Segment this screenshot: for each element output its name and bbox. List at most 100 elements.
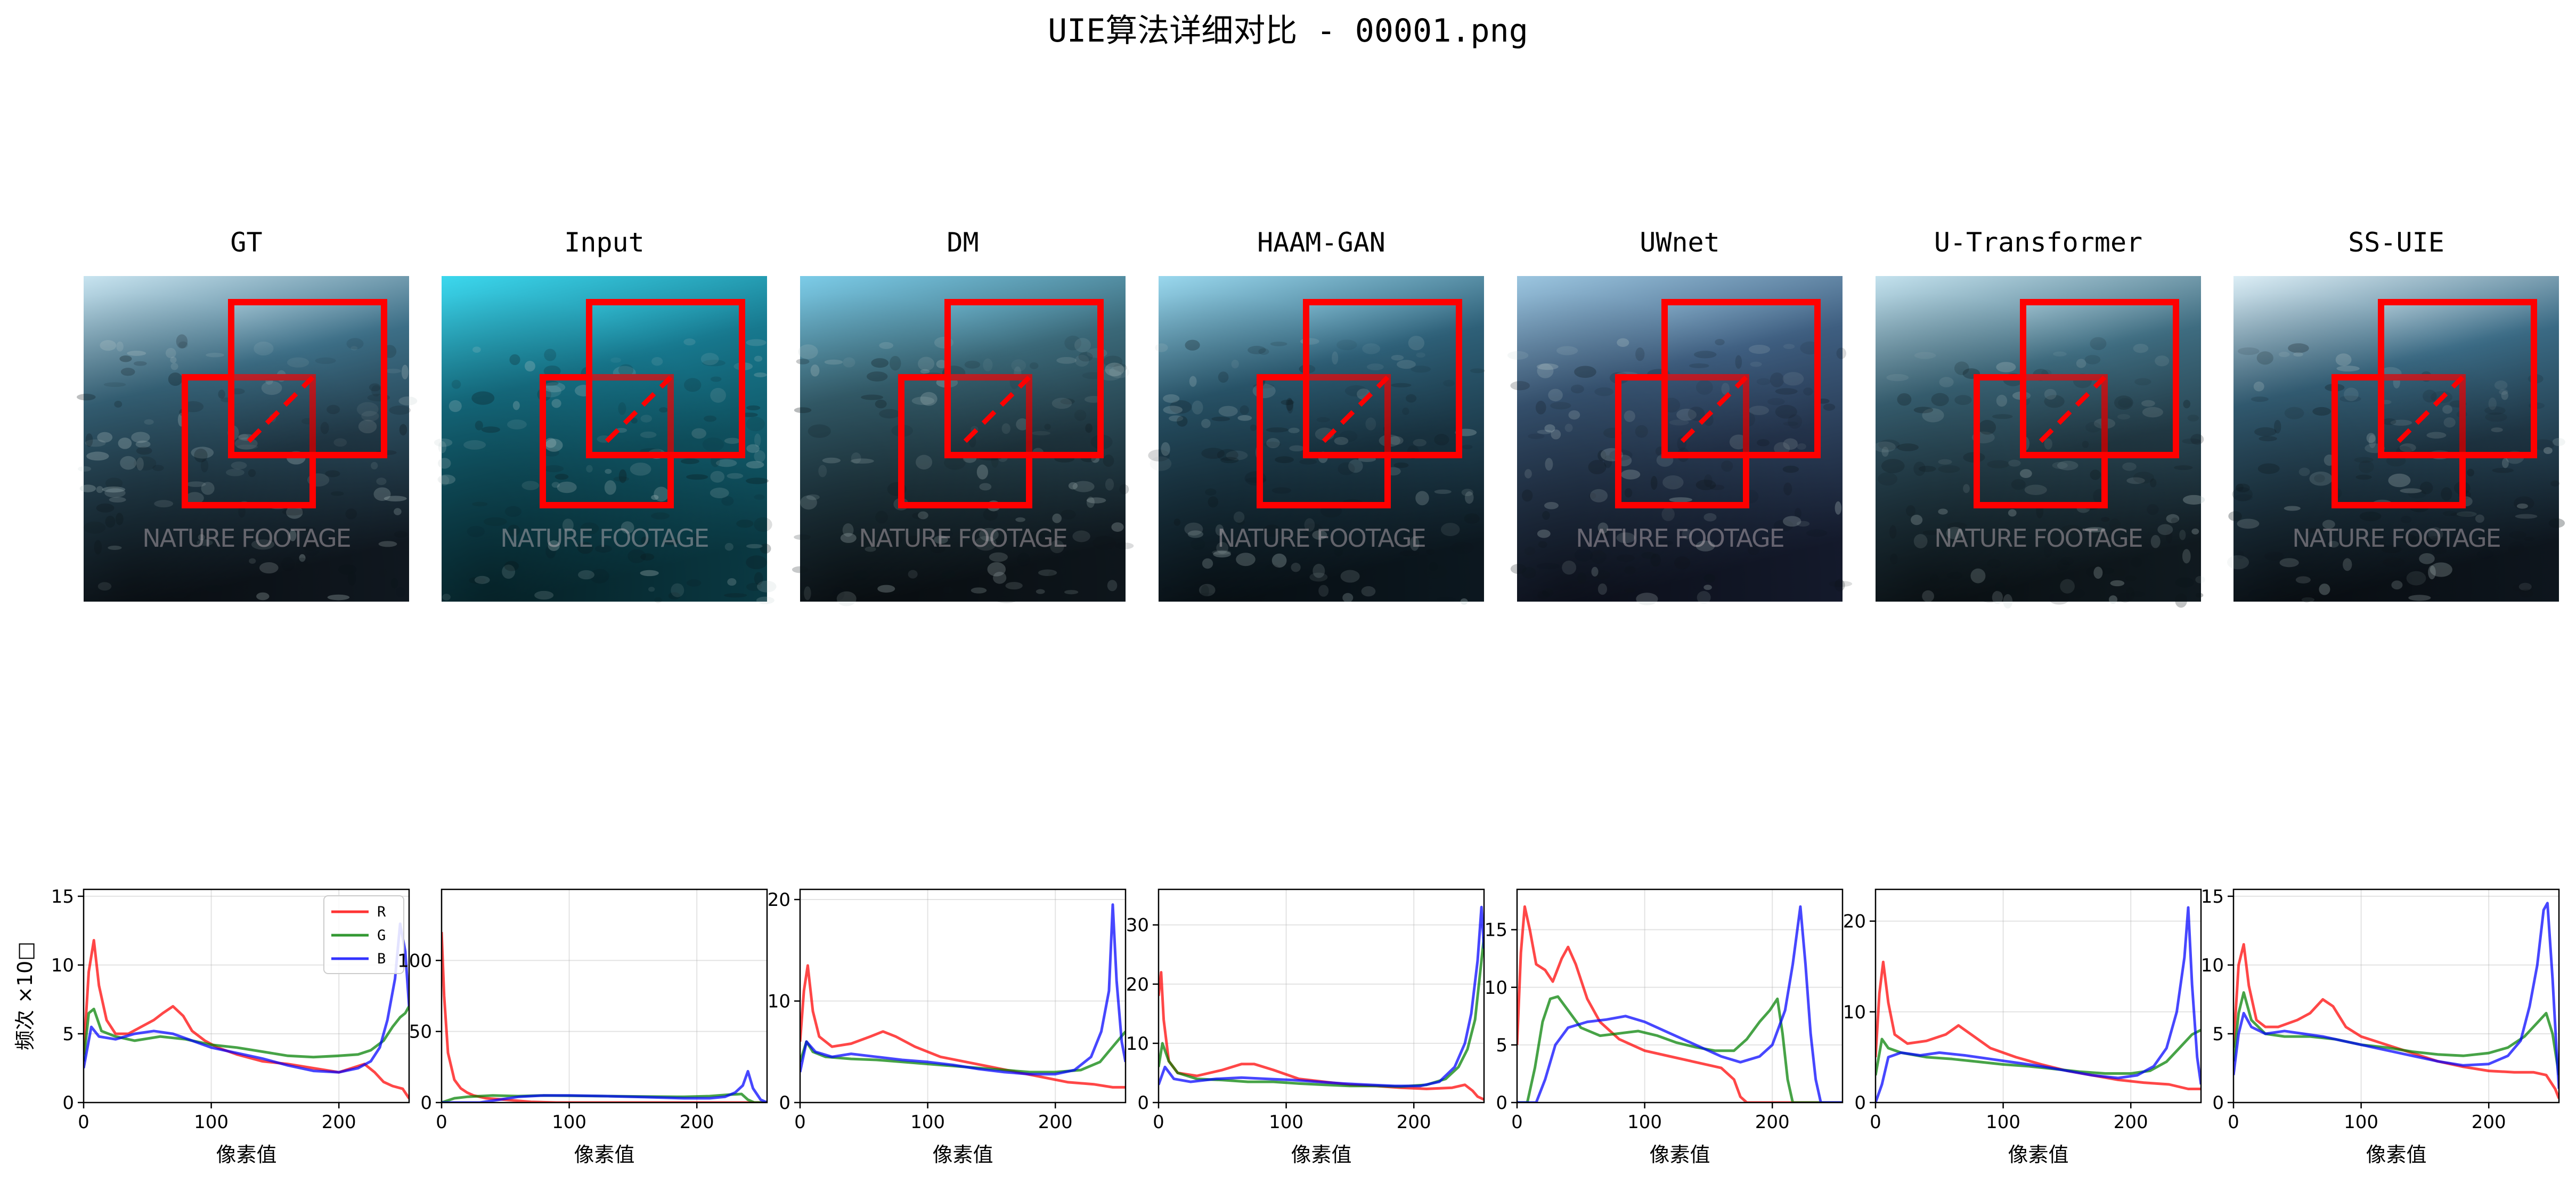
texture-spot bbox=[201, 482, 215, 495]
zoom-inset-fill bbox=[948, 302, 1100, 455]
image-panel-dm: DM NATURE FOOTAGE bbox=[792, 227, 1134, 606]
texture-spot bbox=[911, 396, 935, 405]
texture-spot bbox=[918, 356, 935, 371]
texture-spot bbox=[507, 419, 527, 430]
texture-spot bbox=[1299, 459, 1317, 465]
texture-spot bbox=[640, 570, 659, 577]
y-tick-label: 30 bbox=[1126, 915, 1149, 936]
texture-spot bbox=[1992, 414, 2013, 419]
texture-spot bbox=[79, 484, 96, 492]
image-row: GT NATURE FOOTAGE Input NATURE FOOTAGE DM NAT… bbox=[76, 227, 2565, 609]
texture-spot bbox=[83, 521, 106, 534]
texture-spot bbox=[794, 534, 811, 540]
x-tick-label: 200 bbox=[1397, 1112, 1431, 1133]
texture-spot bbox=[1922, 408, 1944, 423]
texture-spot bbox=[1185, 339, 1200, 351]
texture-spot bbox=[723, 593, 747, 598]
texture-spot bbox=[1231, 360, 1239, 369]
texture-spot bbox=[932, 529, 953, 539]
texture-spot bbox=[2441, 487, 2452, 501]
texture-spot bbox=[136, 447, 152, 455]
texture-spot bbox=[727, 578, 737, 586]
texture-spot bbox=[2147, 504, 2159, 515]
texture-spot bbox=[281, 557, 295, 571]
texture-spot bbox=[2257, 463, 2280, 474]
watermark-text: NATURE FOOTAGE bbox=[859, 524, 1067, 553]
texture-spot bbox=[2093, 567, 2114, 574]
texture-spot bbox=[2284, 407, 2304, 419]
texture-spot bbox=[2430, 562, 2452, 577]
texture-spot bbox=[822, 457, 841, 464]
texture-spot bbox=[86, 451, 109, 461]
texture-spot bbox=[906, 535, 922, 548]
texture-spot bbox=[1270, 342, 1287, 346]
texture-spot bbox=[1996, 362, 2016, 372]
zoom-inset-fill bbox=[1306, 302, 1459, 455]
texture-spot bbox=[1897, 393, 1912, 406]
texture-spot bbox=[1594, 387, 1614, 396]
series-group bbox=[84, 922, 409, 1099]
texture-spot bbox=[2391, 580, 2403, 590]
texture-spot bbox=[1461, 489, 1473, 497]
texture-spot bbox=[1548, 388, 1563, 402]
texture-spot bbox=[1005, 582, 1023, 590]
texture-spot bbox=[760, 544, 771, 554]
texture-spot bbox=[1212, 550, 1231, 555]
x-tick-label: 200 bbox=[322, 1112, 356, 1133]
series-line-r bbox=[1876, 960, 2201, 1090]
panel-title: UWnet bbox=[1640, 227, 1720, 258]
image-panel-uwnet: UWnet NATURE FOOTAGE bbox=[1507, 227, 1853, 605]
texture-spot bbox=[2408, 489, 2426, 499]
texture-spot bbox=[1119, 484, 1129, 495]
texture-spot bbox=[104, 488, 126, 498]
texture-spot bbox=[2278, 579, 2300, 593]
texture-spot bbox=[2543, 447, 2553, 455]
texture-spot bbox=[1588, 492, 1596, 499]
y-tick-label: 15 bbox=[51, 886, 74, 907]
texture-spot bbox=[2419, 553, 2435, 564]
texture-spot bbox=[1450, 541, 1474, 554]
texture-spot bbox=[2166, 514, 2180, 523]
axes-frame bbox=[799, 888, 1127, 1104]
texture-spot bbox=[135, 440, 151, 448]
texture-spot bbox=[1052, 513, 1062, 523]
texture-spot bbox=[804, 586, 811, 601]
histogram-gt: 0 100 200 0 5 10 15 像素值 频次 ×10□ RGB bbox=[13, 886, 410, 1166]
texture-spot bbox=[1440, 523, 1460, 537]
texture-spot bbox=[2328, 541, 2339, 548]
texture-spot bbox=[103, 382, 126, 387]
texture-spot bbox=[920, 369, 930, 374]
texture-spot bbox=[557, 481, 577, 493]
texture-spot bbox=[1938, 465, 1960, 473]
x-tick-label: 200 bbox=[1038, 1112, 1073, 1133]
texture-spot bbox=[993, 571, 1007, 584]
texture-spot bbox=[757, 580, 777, 593]
zoom-inset-box bbox=[1303, 299, 1462, 458]
texture-spot bbox=[1399, 550, 1420, 556]
texture-spot bbox=[467, 525, 485, 538]
texture-spot bbox=[866, 371, 888, 382]
texture-spot bbox=[134, 456, 157, 471]
texture-spot bbox=[1621, 469, 1641, 480]
texture-spot bbox=[1782, 465, 1799, 473]
texture-spot bbox=[824, 359, 843, 365]
texture-spot bbox=[2293, 352, 2303, 357]
texture-spot bbox=[594, 545, 612, 553]
texture-spot bbox=[2171, 517, 2179, 524]
texture-spot bbox=[1507, 351, 1529, 360]
texture-spot bbox=[325, 470, 340, 477]
texture-spot bbox=[1886, 374, 1909, 382]
legend-label-b: B bbox=[377, 951, 386, 967]
texture-spot bbox=[475, 420, 483, 431]
series-line-b bbox=[2233, 902, 2559, 1089]
texture-spot bbox=[2319, 584, 2330, 595]
texture-spot bbox=[185, 492, 204, 504]
texture-spot bbox=[176, 334, 188, 349]
texture-spot bbox=[543, 382, 566, 393]
x-axis-label: 像素值 bbox=[2366, 1143, 2426, 1166]
texture-spot bbox=[2450, 512, 2473, 517]
texture-spot bbox=[2175, 577, 2194, 588]
series-line-r bbox=[2233, 943, 2559, 1099]
texture-spot bbox=[2476, 549, 2494, 560]
texture-spot bbox=[1703, 513, 1717, 522]
